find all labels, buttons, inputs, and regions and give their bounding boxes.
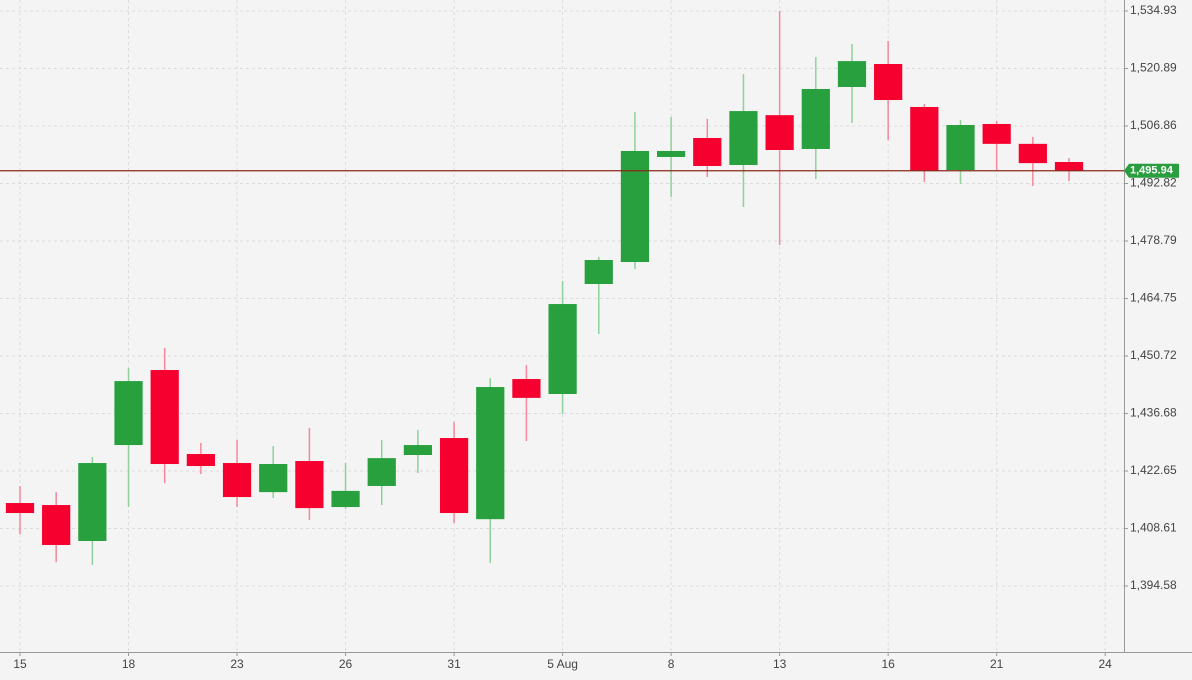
candle-body <box>1018 143 1047 164</box>
x-tick-label: 5 Aug <box>547 657 578 671</box>
candle-body <box>78 463 107 542</box>
y-tick-label: 1,394.58 <box>1130 578 1177 592</box>
y-tick-label: 1,492.82 <box>1130 176 1177 190</box>
candle-body <box>946 125 975 171</box>
candle-body <box>150 370 179 465</box>
candle-body <box>801 88 830 149</box>
x-tick-label: 24 <box>1099 657 1113 671</box>
candle-body <box>512 379 541 398</box>
candle-body <box>259 464 288 493</box>
candle-body <box>693 137 722 166</box>
candle-body <box>837 61 867 87</box>
candle-body <box>548 304 577 394</box>
x-tick-label: 23 <box>230 657 244 671</box>
x-tick-label: 16 <box>881 657 895 671</box>
candle-body <box>1054 162 1084 171</box>
y-tick-label: 1,464.75 <box>1130 291 1177 305</box>
last-price-label: 1,495.94 <box>1130 165 1174 177</box>
candle-body <box>476 387 505 520</box>
candle-body <box>439 438 469 514</box>
y-tick-label: 1,478.79 <box>1130 233 1177 247</box>
x-tick-label: 15 <box>13 657 27 671</box>
candle-body <box>620 150 650 263</box>
x-tick-label: 21 <box>990 657 1004 671</box>
last-price-tag <box>1124 163 1179 178</box>
candle-body <box>186 454 215 467</box>
candle-body <box>403 445 433 456</box>
candle-body <box>729 111 758 165</box>
candle-body <box>5 503 35 514</box>
x-tick-label: 8 <box>668 657 675 671</box>
candle-body <box>982 123 1011 144</box>
x-tick-label: 31 <box>447 657 461 671</box>
candle-body <box>367 458 396 486</box>
candle-body <box>874 63 903 101</box>
y-tick-label: 1,534.93 <box>1130 3 1177 17</box>
candle-body <box>910 106 939 171</box>
candle-body <box>331 490 360 508</box>
candle-body <box>222 463 252 498</box>
y-tick-label: 1,520.89 <box>1130 61 1177 75</box>
x-tick-label: 26 <box>339 657 353 671</box>
candle-body <box>765 115 794 151</box>
y-tick-label: 1,450.72 <box>1130 348 1177 362</box>
y-tick-label: 1,506.86 <box>1130 118 1177 132</box>
y-tick-label: 1,422.65 <box>1130 463 1177 477</box>
candle-body <box>42 505 71 545</box>
candle-body <box>657 150 686 157</box>
y-tick-label: 1,408.61 <box>1130 521 1177 535</box>
candle-body <box>295 461 324 509</box>
candle-body <box>584 260 613 284</box>
x-tick-label: 13 <box>773 657 787 671</box>
x-tick-label: 18 <box>122 657 136 671</box>
y-tick-label: 1,436.68 <box>1130 406 1177 420</box>
candle-body <box>114 381 143 446</box>
